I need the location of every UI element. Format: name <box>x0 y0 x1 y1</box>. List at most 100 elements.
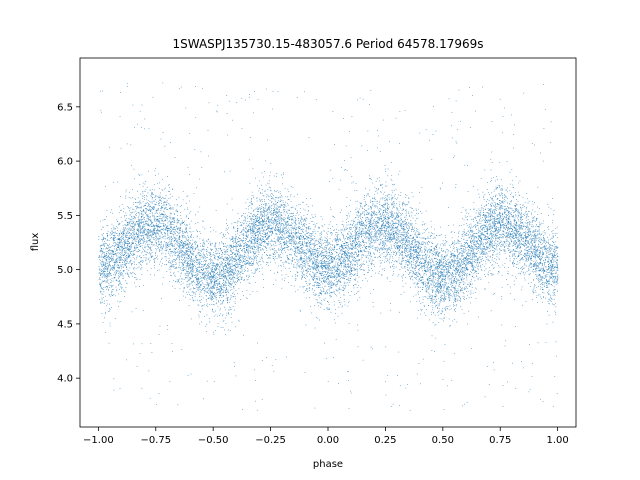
data-point <box>502 220 504 222</box>
data-point <box>505 217 507 219</box>
data-point <box>329 181 330 182</box>
data-point <box>324 266 326 268</box>
data-point <box>154 220 155 222</box>
data-point <box>119 281 121 283</box>
data-point <box>174 240 175 241</box>
data-point <box>122 249 123 251</box>
data-point <box>387 199 388 201</box>
data-point <box>210 259 212 261</box>
data-point <box>354 264 356 266</box>
data-point <box>273 223 275 224</box>
data-point <box>235 284 236 285</box>
data-point <box>240 257 242 259</box>
data-point <box>553 276 555 278</box>
data-point <box>513 238 515 240</box>
data-point <box>300 241 302 242</box>
data-point <box>120 246 122 247</box>
data-point <box>128 207 129 208</box>
data-point <box>444 292 445 294</box>
data-point <box>133 261 135 263</box>
data-point <box>183 279 185 280</box>
data-point <box>489 229 491 230</box>
data-point <box>442 266 444 267</box>
data-point <box>225 259 227 261</box>
data-point <box>216 281 217 282</box>
data-point <box>113 378 115 380</box>
data-point <box>556 280 558 282</box>
data-point <box>490 202 492 204</box>
data-point <box>518 212 520 214</box>
data-point <box>485 263 487 265</box>
data-point <box>171 265 173 267</box>
data-point <box>396 222 398 224</box>
data-point <box>184 223 186 225</box>
data-point <box>444 257 446 259</box>
data-point <box>515 206 516 207</box>
data-point <box>461 233 463 235</box>
data-point <box>149 206 151 207</box>
data-point <box>455 186 457 188</box>
data-point <box>240 274 241 276</box>
data-point <box>485 252 487 253</box>
data-point <box>162 196 164 198</box>
data-point <box>238 249 239 250</box>
data-point <box>174 217 175 219</box>
data-point <box>358 250 360 252</box>
data-point <box>308 226 309 228</box>
data-point <box>508 224 510 225</box>
data-point <box>306 257 308 259</box>
data-point <box>226 219 227 221</box>
data-point <box>208 297 210 299</box>
data-point <box>366 204 367 205</box>
data-point <box>329 288 330 290</box>
data-point <box>546 253 548 254</box>
data-point <box>467 234 469 236</box>
data-point <box>475 227 476 229</box>
data-point <box>555 284 557 285</box>
data-point <box>120 286 122 288</box>
data-point <box>554 266 556 268</box>
data-point <box>225 234 227 236</box>
data-point <box>277 227 279 229</box>
data-point <box>156 209 158 211</box>
data-point <box>353 275 354 276</box>
data-point <box>465 217 467 218</box>
data-point <box>452 242 454 244</box>
data-point <box>486 233 487 234</box>
data-point <box>159 227 161 228</box>
data-point <box>319 233 321 234</box>
data-point <box>418 281 420 282</box>
data-point <box>284 250 285 251</box>
data-point <box>306 253 308 255</box>
data-point <box>114 254 116 255</box>
data-point <box>435 306 436 308</box>
data-point <box>139 256 140 257</box>
data-point <box>143 205 145 207</box>
data-point <box>516 226 517 228</box>
data-point <box>194 299 196 301</box>
data-point <box>401 252 403 254</box>
data-point <box>154 231 155 233</box>
data-point <box>523 224 525 226</box>
data-point <box>129 224 131 226</box>
data-point <box>471 245 472 246</box>
data-point <box>112 181 114 183</box>
data-point <box>326 236 328 238</box>
data-point <box>501 205 503 207</box>
data-point <box>534 248 535 250</box>
data-point <box>495 206 497 207</box>
data-point <box>468 252 470 254</box>
data-point <box>417 264 418 266</box>
data-point <box>541 234 542 235</box>
data-point <box>503 243 504 245</box>
data-point <box>258 231 259 232</box>
data-point <box>522 221 523 223</box>
data-point <box>402 221 403 222</box>
data-point <box>378 243 380 245</box>
data-point <box>324 224 326 226</box>
data-point <box>540 262 542 264</box>
data-point <box>401 277 403 279</box>
data-point <box>432 322 434 323</box>
data-point <box>127 242 129 244</box>
data-point <box>307 258 309 260</box>
